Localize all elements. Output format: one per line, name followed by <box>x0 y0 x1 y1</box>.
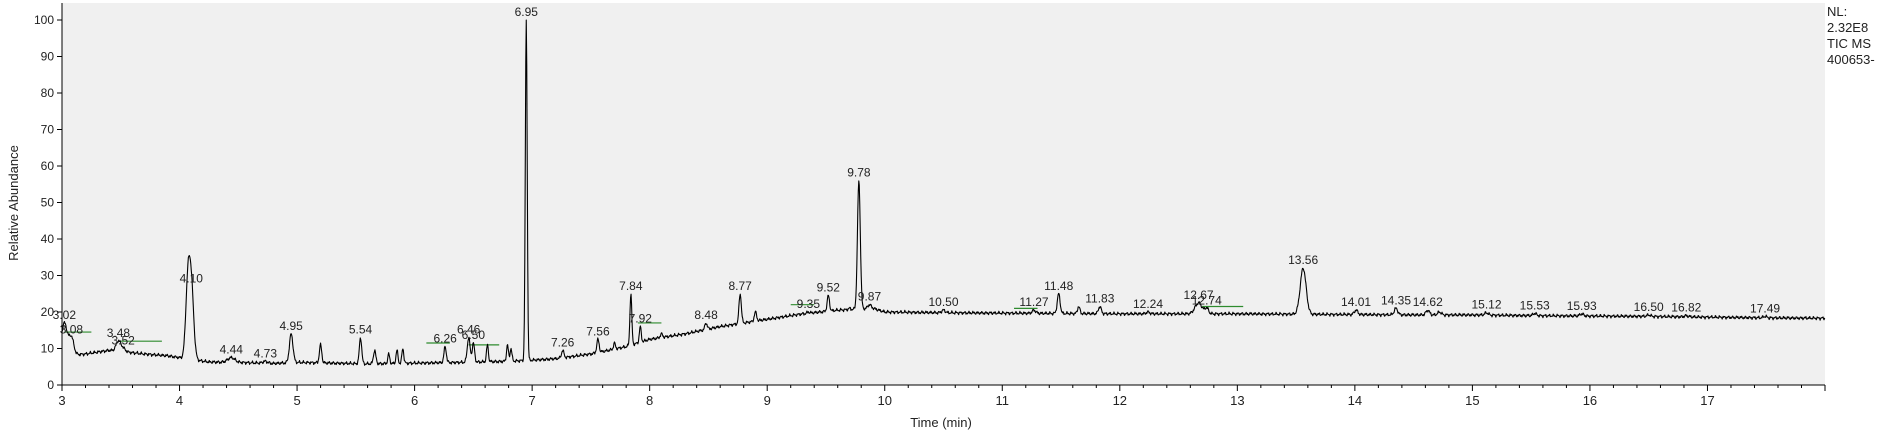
peak-label: 6.50 <box>462 328 486 342</box>
y-tick-label: 0 <box>47 378 54 392</box>
scan-info-panel: NL: 2.32E8 TIC MS 400653- <box>1827 4 1877 68</box>
peak-label: 9.87 <box>858 290 882 304</box>
info-line: 2.32E8 <box>1827 20 1869 35</box>
peak-labels: 3.023.08 3.483.52 4.10 4.44 4.734.95 5.54 6.26… <box>53 5 1781 360</box>
y-tick-label: 20 <box>41 305 55 319</box>
peak-label: 12.67 <box>1184 288 1214 302</box>
x-tick-label: 7 <box>529 393 536 408</box>
peak-label: 7.92 <box>629 312 653 326</box>
peak-label: 7.56 <box>586 324 610 338</box>
peak-label: 8.77 <box>728 279 752 293</box>
peak-label: 3.02 <box>53 308 77 322</box>
x-tick-label: 14 <box>1348 393 1362 408</box>
x-tick-label: 3 <box>58 393 65 408</box>
peak-label: 6.26 <box>433 332 457 346</box>
peak-label: 17.49 <box>1750 301 1780 315</box>
info-line: TIC MS <box>1827 36 1872 51</box>
peak-label: 8.48 <box>694 308 718 322</box>
peak-label: 7.26 <box>551 335 575 349</box>
y-tick-label: 90 <box>41 50 55 64</box>
peak-label: 10.50 <box>928 295 958 309</box>
x-tick-label: 8 <box>646 393 653 408</box>
peak-label: 9.52 <box>817 281 841 295</box>
y-tick-label: 10 <box>41 342 55 356</box>
x-tick-label: 5 <box>293 393 300 408</box>
peak-label: 7.84 <box>619 279 643 293</box>
y-tick-label: 80 <box>41 86 55 100</box>
peak-label: 12.24 <box>1133 297 1163 311</box>
y-tick-label: 60 <box>41 159 55 173</box>
x-axis-ticks: 3 4 5 6 7 8 9 10 11 12 13 14 15 16 17 <box>58 385 1826 408</box>
peak-label: 16.50 <box>1634 300 1664 314</box>
x-tick-label: 11 <box>996 393 1010 408</box>
peak-label: 9.78 <box>847 166 871 180</box>
peak-label: 4.73 <box>254 346 278 360</box>
x-tick-label: 15 <box>1465 393 1479 408</box>
peak-label: 14.62 <box>1413 295 1443 309</box>
y-tick-label: 40 <box>41 232 55 246</box>
peak-label: 15.93 <box>1567 299 1597 313</box>
info-line: NL: <box>1827 4 1848 19</box>
peak-label: 14.01 <box>1341 295 1371 309</box>
peak-label: 3.08 <box>60 323 84 337</box>
peak-label: 6.46 <box>457 323 481 337</box>
y-tick-label: 100 <box>34 13 54 27</box>
y-axis-label: Relative Abundance <box>6 145 21 261</box>
x-tick-label: 17 <box>1700 393 1714 408</box>
peak-label: 6.95 <box>515 5 539 19</box>
peak-label: 11.48 <box>1044 279 1073 293</box>
chromatogram-trace <box>61 19 1826 366</box>
peak-label: 4.95 <box>280 319 304 333</box>
peak-label: 11.83 <box>1085 292 1114 306</box>
peak-label: 12.74 <box>1192 293 1222 307</box>
x-tick-label: 16 <box>1583 393 1597 408</box>
x-tick-label: 10 <box>877 393 891 408</box>
peak-label: 9.35 <box>797 297 821 311</box>
peak-label: 13.56 <box>1288 253 1318 267</box>
info-line: 400653- <box>1827 52 1875 67</box>
x-tick-label: 4 <box>176 393 183 408</box>
peak-label: 4.44 <box>220 343 244 357</box>
peak-label: 15.53 <box>1520 298 1550 312</box>
peak-label: 16.82 <box>1671 301 1701 315</box>
x-tick-label: 6 <box>411 393 418 408</box>
x-tick-label: 13 <box>1230 393 1244 408</box>
plot-background <box>62 3 1825 385</box>
peak-label: 5.54 <box>349 323 373 337</box>
peak-label: 15.12 <box>1471 298 1501 312</box>
x-tick-label: 9 <box>764 393 771 408</box>
peak-label: 14.35 <box>1381 293 1411 307</box>
peak-label: 11.27 <box>1019 295 1048 309</box>
x-axis-label: Time (min) <box>910 415 972 430</box>
y-tick-label: 50 <box>41 196 55 210</box>
peak-label: 3.48 <box>107 326 131 340</box>
x-tick-label: 12 <box>1113 393 1127 408</box>
peak-label: 3.52 <box>111 334 135 348</box>
peak-label: 4.10 <box>180 271 204 285</box>
y-tick-label: 30 <box>41 269 55 283</box>
y-tick-label: 70 <box>41 123 55 137</box>
y-axis-ticks: 0 10 20 30 40 50 60 70 80 90 100 <box>34 13 62 392</box>
